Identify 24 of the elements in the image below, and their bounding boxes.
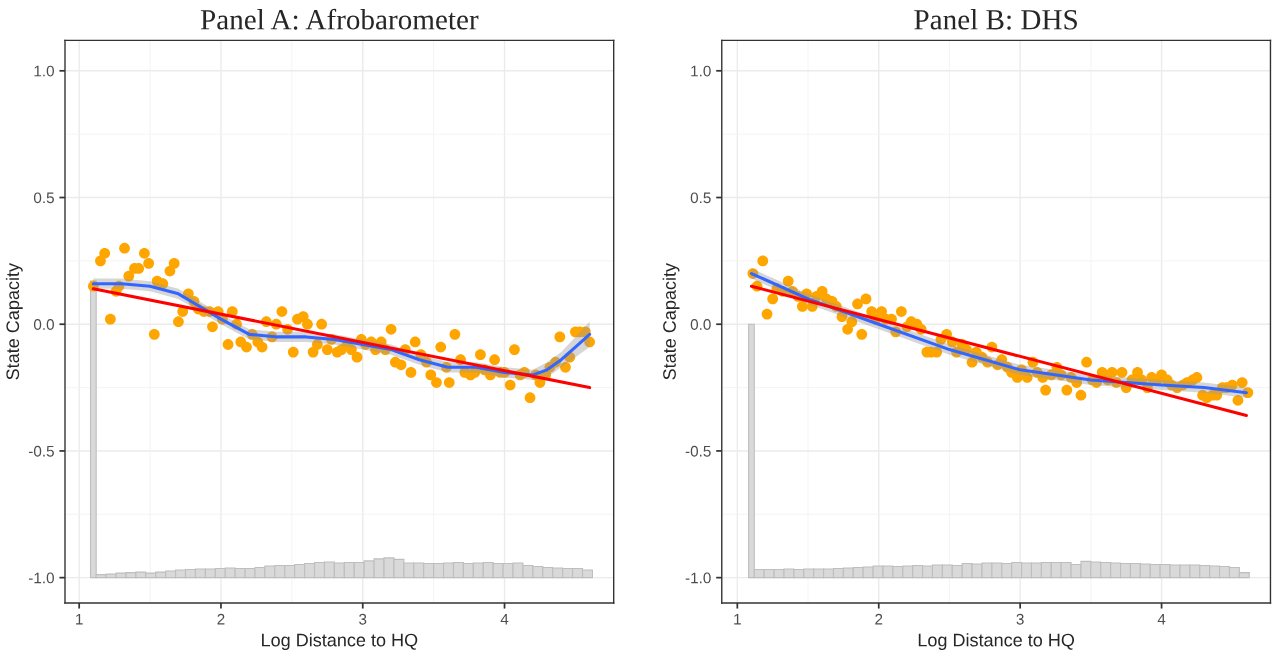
y-tick-label: 0.5: [690, 192, 711, 204]
x-tick-label: 2: [217, 613, 225, 625]
y-tick-label: 1.0: [691, 65, 711, 77]
y-tick-label: -1.0: [685, 572, 711, 584]
x-tick-label: 1: [734, 613, 741, 625]
y-axis-title: State Capacity: [662, 263, 680, 380]
x-tick-label: 2: [875, 613, 883, 625]
y-tick-label: 1.0: [34, 65, 54, 77]
y-tick-label: -0.5: [28, 445, 54, 457]
x-tick-label: 3: [1016, 613, 1024, 625]
y-tick-label: 0.0: [690, 319, 711, 330]
x-tick-label: 3: [359, 613, 367, 625]
x-axis-title: Log Distance to HQ: [262, 633, 418, 651]
y-axis-title: State Capacity: [5, 263, 23, 380]
y-tick-label: 0.0: [33, 319, 54, 330]
y-tick-label: -0.5: [685, 445, 711, 457]
x-axis-title: Log Distance to HQ: [918, 633, 1075, 651]
x-tick-label: 4: [500, 613, 509, 625]
x-tick-label: 1: [76, 613, 83, 625]
y-tick-label: -1.0: [28, 572, 54, 584]
x-tick-label: 4: [1157, 613, 1166, 625]
y-tick-label: 0.5: [33, 192, 54, 204]
chart-title: Panel A: Afrobarometer: [200, 8, 479, 30]
chart-title: Panel B: DHS: [914, 9, 1077, 30]
